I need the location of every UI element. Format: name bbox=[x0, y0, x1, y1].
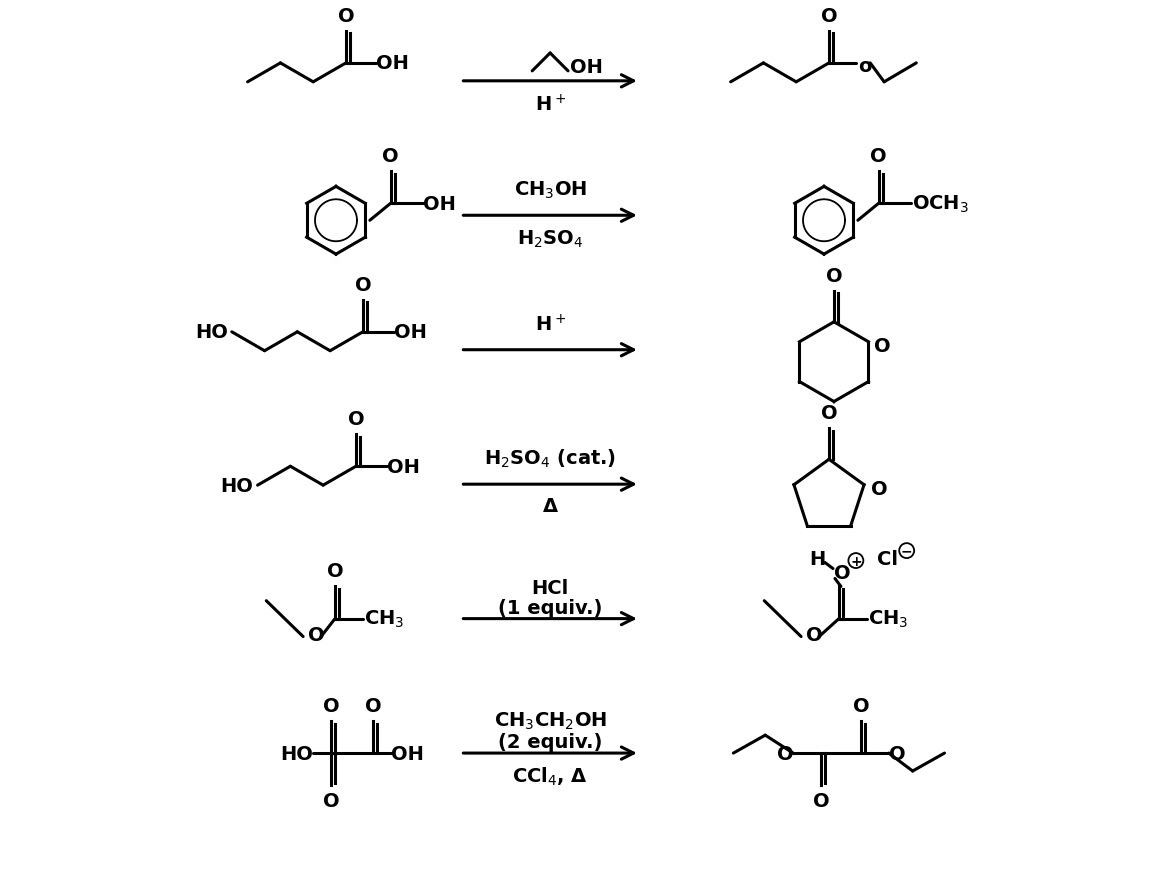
Text: CH$_3$OH: CH$_3$OH bbox=[514, 180, 587, 201]
Text: O: O bbox=[383, 147, 399, 166]
Text: Cl: Cl bbox=[877, 549, 898, 568]
Text: OH: OH bbox=[376, 55, 409, 73]
Text: HCl: HCl bbox=[531, 578, 568, 597]
Text: O: O bbox=[820, 404, 838, 423]
Text: (2 equiv.): (2 equiv.) bbox=[498, 733, 602, 751]
Text: CH$_3$CH$_2$OH: CH$_3$CH$_2$OH bbox=[493, 710, 607, 732]
Text: +: + bbox=[850, 554, 862, 568]
Text: OCH$_3$: OCH$_3$ bbox=[912, 193, 969, 215]
Text: o: o bbox=[858, 57, 871, 76]
Text: O: O bbox=[813, 792, 829, 810]
Text: −: − bbox=[901, 544, 913, 558]
Text: O: O bbox=[834, 563, 850, 582]
Text: HO: HO bbox=[220, 476, 254, 495]
Text: O: O bbox=[871, 480, 887, 499]
Text: O: O bbox=[875, 337, 891, 355]
Text: OH: OH bbox=[423, 195, 456, 214]
Text: O: O bbox=[889, 744, 905, 763]
Text: (1 equiv.): (1 equiv.) bbox=[498, 598, 602, 617]
Text: CH$_3$: CH$_3$ bbox=[364, 608, 405, 629]
Text: O: O bbox=[364, 696, 382, 715]
Text: O: O bbox=[355, 275, 371, 295]
Text: O: O bbox=[322, 792, 340, 810]
Text: O: O bbox=[327, 562, 343, 580]
Text: O: O bbox=[338, 7, 354, 26]
Text: O: O bbox=[820, 7, 838, 26]
Text: O: O bbox=[853, 696, 869, 715]
Text: O: O bbox=[826, 267, 842, 286]
Text: H$^+$: H$^+$ bbox=[535, 314, 566, 335]
Text: O: O bbox=[776, 744, 793, 763]
Text: H$_2$SO$_4$: H$_2$SO$_4$ bbox=[517, 228, 583, 249]
Text: HO: HO bbox=[281, 744, 313, 763]
Text: CCl$_4$, Δ: CCl$_4$, Δ bbox=[513, 765, 588, 787]
Text: OH: OH bbox=[394, 323, 427, 342]
Text: O: O bbox=[309, 626, 325, 644]
Text: HO: HO bbox=[195, 323, 227, 342]
Text: O: O bbox=[870, 147, 887, 166]
Text: OH: OH bbox=[391, 744, 423, 763]
Text: O: O bbox=[322, 696, 340, 715]
Text: H: H bbox=[809, 549, 825, 568]
Text: CH$_3$: CH$_3$ bbox=[869, 608, 908, 629]
Text: O: O bbox=[806, 626, 822, 644]
Text: OH: OH bbox=[387, 457, 420, 476]
Text: H$^+$: H$^+$ bbox=[535, 94, 566, 115]
Text: OH: OH bbox=[570, 58, 603, 77]
Text: H$_2$SO$_4$ (cat.): H$_2$SO$_4$ (cat.) bbox=[484, 448, 616, 469]
Text: Δ: Δ bbox=[543, 496, 558, 515]
Text: O: O bbox=[348, 409, 364, 428]
